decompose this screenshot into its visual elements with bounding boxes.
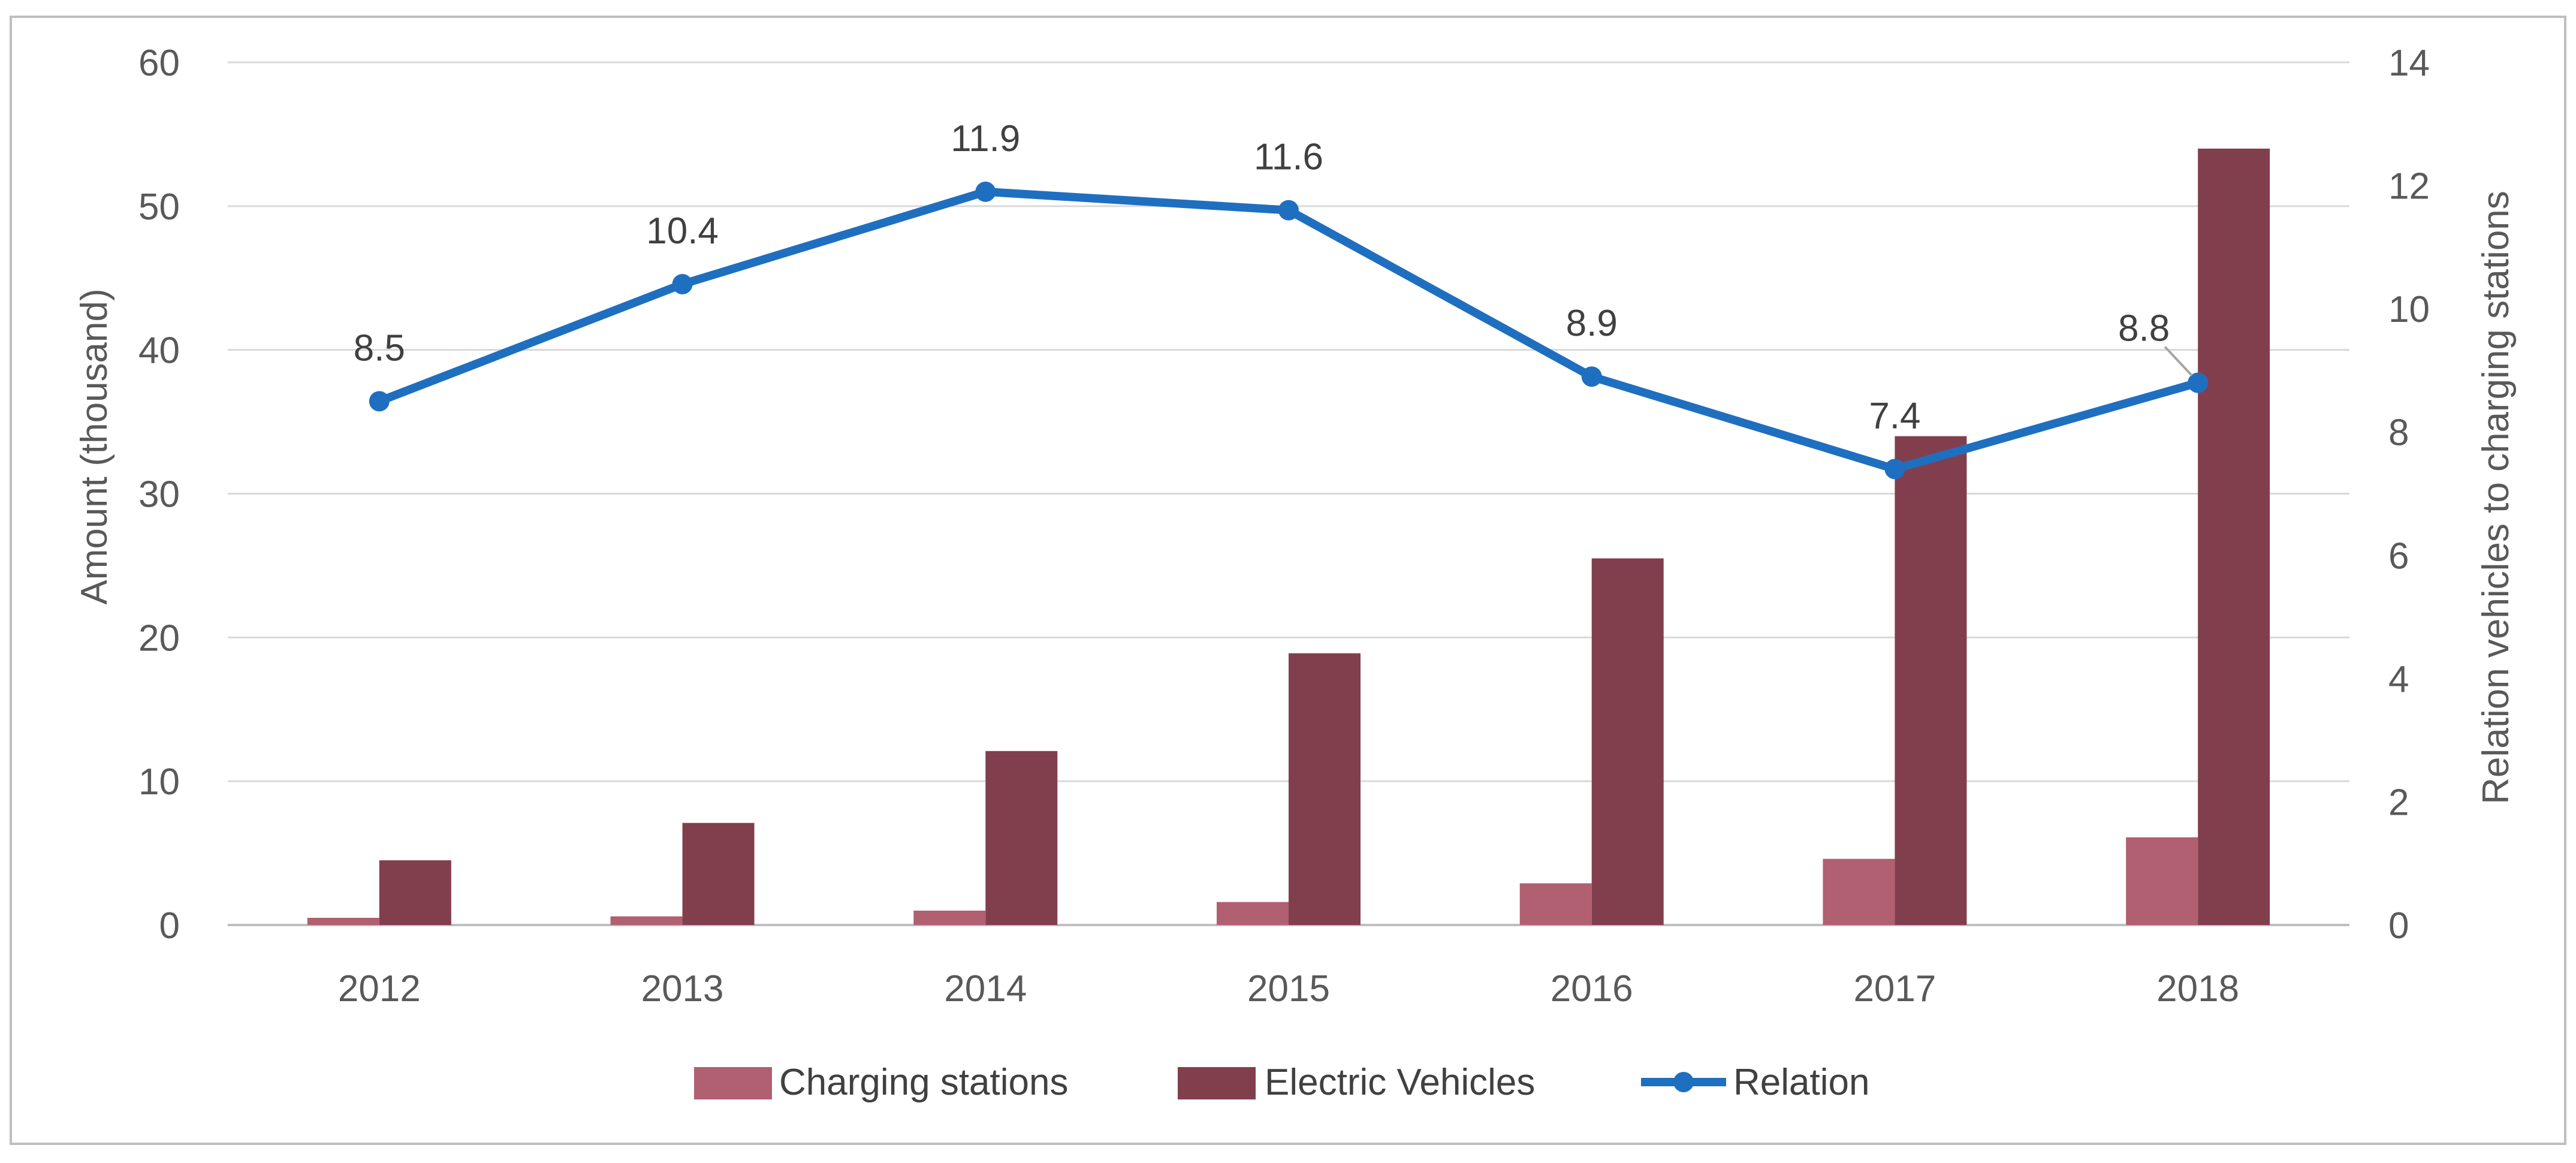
x-tick-label: 2017	[1853, 968, 1936, 1010]
y2-axis-ticks: 0 2 4 6 8 10 12 14	[2388, 43, 2430, 947]
data-labels: 8.5 10.4 11.9 11.6 8.9 7.4 8.8	[354, 118, 2193, 436]
data-label-relation: 8.8	[2118, 308, 2170, 349]
x-tick-label: 2012	[338, 968, 421, 1010]
legend: Charging stations Electric Vehicles Rela…	[694, 1062, 1869, 1103]
relation-marker	[1581, 366, 1602, 387]
y2-tick-label: 8	[2388, 412, 2409, 454]
y-tick-label: 0	[159, 905, 180, 947]
bar-charging-stations	[307, 918, 379, 925]
relation-marker	[1884, 459, 1905, 480]
relation-marker	[2188, 372, 2209, 393]
bar-charging-stations	[1823, 858, 1895, 925]
bar-electric-vehicles	[1895, 436, 1967, 925]
data-label-leader	[2164, 346, 2193, 376]
data-label-relation: 11.9	[951, 118, 1020, 159]
y-axis-title: Amount (thousand)	[74, 288, 115, 604]
bars	[307, 148, 2270, 925]
legend-label-relation: Relation	[1733, 1062, 1869, 1103]
y2-tick-label: 4	[2388, 659, 2409, 700]
relation-marker	[1278, 200, 1299, 221]
bar-charging-stations	[913, 911, 986, 925]
legend-swatch-relation-marker	[1673, 1072, 1694, 1092]
x-tick-label: 2014	[944, 968, 1027, 1010]
data-label-relation: 10.4	[646, 210, 719, 252]
bar-electric-vehicles	[1591, 558, 1664, 925]
y2-axis-title: Relation vehicles to charging stations	[2475, 191, 2517, 805]
relation-marker	[672, 274, 693, 295]
legend-swatch-charging-stations	[694, 1067, 772, 1099]
relation-marker	[975, 181, 996, 202]
data-label-relation: 8.9	[1566, 303, 1618, 344]
relation-line-layer	[369, 181, 2209, 480]
data-label-relation: 11.6	[1254, 137, 1323, 178]
bar-electric-vehicles	[985, 751, 1058, 925]
bar-charging-stations	[1217, 902, 1289, 925]
bar-electric-vehicles	[1289, 653, 1361, 925]
data-label-relation: 8.5	[354, 327, 405, 369]
bar-charging-stations	[1519, 883, 1592, 925]
legend-label-charging-stations: Charging stations	[779, 1062, 1069, 1103]
bar-electric-vehicles	[379, 860, 451, 925]
legend-swatch-electric-vehicles	[1178, 1067, 1256, 1099]
bar-charging-stations	[610, 916, 683, 925]
y2-tick-label: 14	[2388, 43, 2430, 84]
x-tick-label: 2018	[2156, 968, 2239, 1010]
y2-tick-label: 6	[2388, 535, 2409, 577]
y-tick-label: 10	[138, 761, 180, 803]
y-tick-label: 30	[138, 474, 180, 516]
y-tick-label: 20	[138, 617, 180, 659]
y2-tick-label: 12	[2388, 166, 2430, 207]
y-tick-label: 60	[138, 43, 180, 84]
x-axis-ticks: 2012 2013 2014 2015 2016 2017 2018	[338, 968, 2239, 1010]
x-tick-label: 2015	[1247, 968, 1330, 1010]
x-tick-label: 2016	[1551, 968, 1633, 1010]
y-axis-ticks: 0 10 20 30 40 50 60	[138, 43, 180, 947]
y2-tick-label: 2	[2388, 782, 2409, 823]
y-tick-label: 40	[138, 330, 180, 372]
relation-marker	[369, 391, 390, 412]
bar-electric-vehicles	[2198, 148, 2270, 925]
legend-label-electric-vehicles: Electric Vehicles	[1265, 1062, 1535, 1103]
bar-charging-stations	[2126, 837, 2198, 925]
y-tick-label: 50	[138, 186, 180, 228]
x-tick-label: 2013	[641, 968, 724, 1010]
y2-tick-label: 0	[2388, 905, 2409, 947]
y2-tick-label: 10	[2388, 289, 2430, 330]
data-label-relation: 7.4	[1869, 395, 1920, 436]
bar-electric-vehicles	[682, 822, 755, 925]
